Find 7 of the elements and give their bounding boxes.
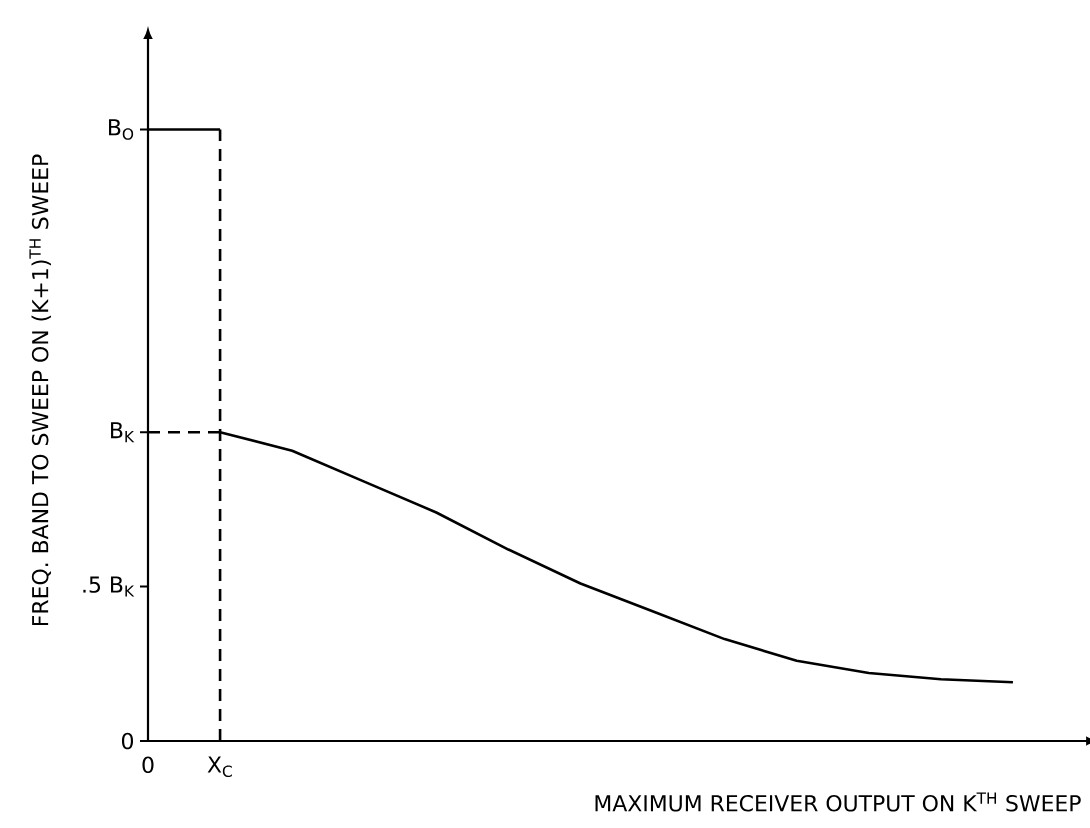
y-tick-label: B$_{O}$ (109, 119, 134, 140)
x-axis-title: MAXIMUM RECEIVER OUTPUT ON K$^{TH}$ SWEEP (595, 792, 1081, 812)
y-axis-title: FREQ. BAND TO SWEEP ON (K+1)$^{TH}$ SWEEP (29, 154, 52, 626)
x-tick-label: X$_{C}$ (207, 756, 232, 777)
y-tick-label: .5 B$_{K}$ (83, 576, 135, 597)
y-tick-label: B$_{K}$ (111, 422, 135, 443)
y-tick-label: 0 (121, 732, 134, 750)
